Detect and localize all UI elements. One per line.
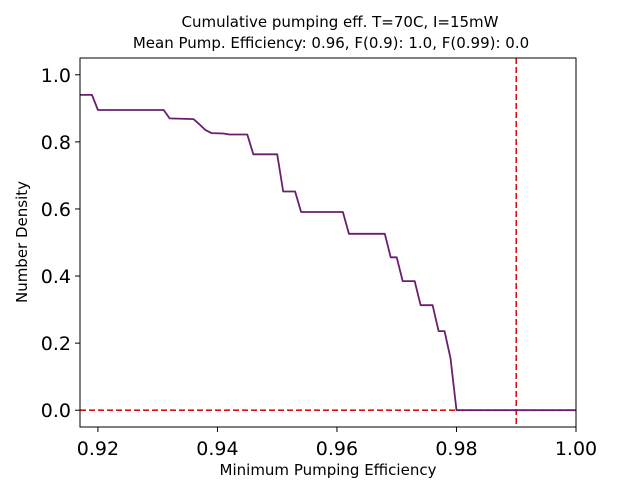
plot-frame bbox=[79, 57, 577, 428]
series-layer bbox=[80, 94, 576, 412]
y-axis-ticks: 0.0 0.2 0.4 0.6 0.8 1.0 bbox=[41, 65, 80, 422]
y-tick-label: 0.8 bbox=[41, 132, 71, 154]
y-tick-label: 1.0 bbox=[41, 65, 71, 87]
chart-title: Cumulative pumping eff. T=70C, I=15mW bbox=[182, 13, 499, 31]
x-tick-label: 0.94 bbox=[196, 438, 238, 460]
reference-lines bbox=[80, 58, 576, 427]
x-axis-label: Minimum Pumping Efficiency bbox=[220, 461, 437, 479]
plot-area bbox=[80, 58, 576, 427]
x-axis-ticks: 0.92 0.94 0.96 0.98 1.00 bbox=[77, 427, 597, 460]
x-tick-label: 0.98 bbox=[435, 438, 477, 460]
y-axis-label: Number Density bbox=[13, 181, 31, 303]
y-tick-label: 0.4 bbox=[41, 266, 71, 288]
x-tick-label: 1.00 bbox=[555, 438, 597, 460]
y-tick-label: 0.2 bbox=[41, 333, 71, 355]
y-tick-label: 0.0 bbox=[41, 400, 71, 422]
y-tick-label: 0.6 bbox=[41, 199, 71, 221]
x-tick-label: 0.96 bbox=[316, 438, 358, 460]
series-line bbox=[80, 94, 576, 412]
x-tick-label: 0.92 bbox=[77, 438, 119, 460]
chart-subtitle: Mean Pump. Efficiency: 0.96, F(0.9): 1.0… bbox=[133, 34, 529, 52]
